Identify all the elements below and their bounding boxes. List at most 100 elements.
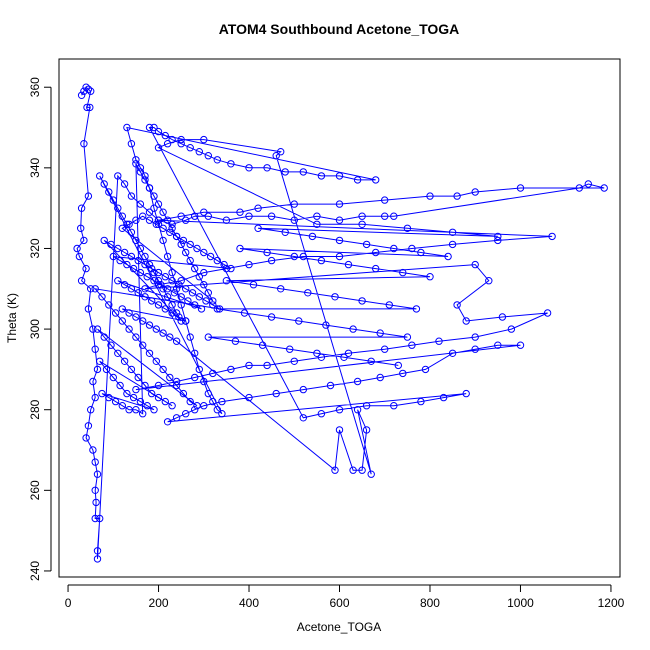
data-point — [435, 337, 443, 345]
data-point — [93, 365, 102, 374]
data-point — [453, 301, 461, 309]
data-point — [91, 345, 99, 353]
data-point — [168, 309, 176, 317]
data-point — [163, 293, 172, 301]
data-point — [93, 547, 102, 555]
data-point — [439, 393, 448, 402]
data-point — [177, 317, 185, 325]
data-point — [299, 385, 307, 394]
data-point — [372, 264, 380, 273]
data-point — [168, 224, 176, 233]
data-point — [245, 212, 253, 220]
data-point — [96, 357, 104, 365]
data-point — [84, 85, 93, 93]
data-point — [191, 264, 199, 273]
x-tick-label: 0 — [65, 596, 72, 610]
data-point — [322, 321, 330, 329]
data-point — [344, 349, 353, 357]
data-point — [91, 514, 99, 523]
data-point — [200, 377, 208, 386]
y-tick-label: 320 — [28, 238, 42, 258]
data-point — [263, 361, 271, 370]
data-point — [154, 393, 163, 402]
data-point — [148, 389, 156, 398]
data-point — [516, 184, 525, 192]
data-point — [123, 123, 131, 132]
data-point — [362, 402, 371, 410]
data-point — [353, 176, 362, 184]
data-point — [118, 305, 127, 313]
y-tick-label: 260 — [28, 480, 42, 500]
x-tick-label: 600 — [329, 596, 349, 610]
data-point — [213, 305, 222, 313]
data-point — [188, 289, 197, 297]
data-point — [218, 410, 226, 418]
data-point — [120, 248, 129, 257]
data-point — [245, 393, 253, 402]
data-point — [109, 373, 118, 382]
data-point — [197, 305, 206, 313]
data-point — [116, 256, 124, 265]
data-point — [304, 289, 312, 297]
data-point — [281, 168, 289, 176]
data-point — [222, 264, 231, 273]
data-point — [118, 317, 127, 325]
data-point — [136, 200, 145, 208]
data-point — [372, 248, 380, 257]
data-point — [132, 385, 140, 394]
data-point — [172, 309, 181, 317]
data-point — [358, 297, 366, 305]
data-point — [132, 406, 140, 414]
data-point — [179, 389, 188, 398]
data-point — [313, 349, 321, 357]
data-point — [227, 264, 235, 273]
data-point — [123, 389, 131, 398]
data-point — [152, 220, 161, 229]
data-point — [154, 144, 163, 152]
series-line — [76, 86, 605, 559]
data-point — [87, 285, 95, 293]
data-point — [168, 402, 176, 410]
data-point — [141, 252, 149, 261]
data-point — [191, 301, 199, 309]
data-point — [172, 285, 181, 293]
data-point — [381, 212, 389, 220]
data-point — [111, 309, 120, 317]
data-point — [93, 555, 102, 563]
data-point — [159, 329, 167, 337]
data-point — [245, 361, 253, 370]
data-point — [132, 216, 140, 224]
data-point — [335, 216, 344, 224]
data-point — [105, 188, 113, 196]
chart-title: ATOM4 Southbound Acetone_TOGA — [219, 21, 460, 37]
data-point — [317, 410, 326, 418]
data-point — [295, 317, 303, 325]
data-point — [177, 293, 185, 301]
data-point — [372, 176, 380, 184]
data-point — [145, 216, 154, 224]
data-point — [148, 297, 156, 305]
data-point — [150, 192, 158, 200]
data-point — [150, 123, 158, 132]
data-point — [136, 164, 145, 172]
data-point — [290, 216, 298, 224]
data-point — [222, 277, 231, 285]
data-point — [335, 200, 344, 208]
data-point — [317, 353, 326, 361]
data-point — [417, 248, 425, 257]
data-point — [150, 268, 158, 277]
data-point — [367, 470, 375, 478]
data-point — [163, 285, 172, 293]
data-point — [93, 470, 102, 478]
data-point — [326, 381, 335, 390]
data-point — [317, 172, 326, 180]
data-point — [317, 256, 326, 265]
data-point — [335, 406, 344, 414]
data-point — [299, 168, 307, 176]
y-axis: 240 260 280 300 320 340 360 — [28, 77, 52, 581]
data-point — [111, 397, 120, 406]
data-point — [254, 204, 262, 212]
data-point — [240, 309, 249, 317]
data-point — [145, 123, 154, 132]
data-point — [213, 156, 222, 164]
